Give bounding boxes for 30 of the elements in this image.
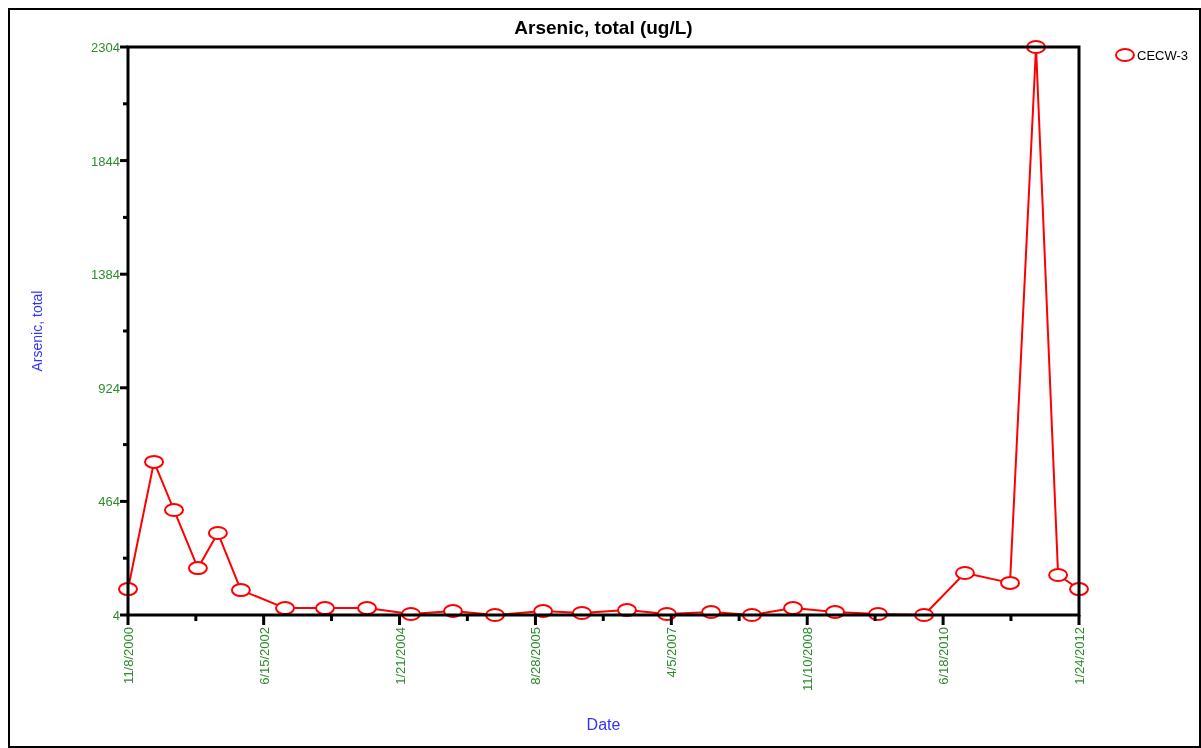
point	[1000, 575, 1021, 590]
x-tick-label: 11/10/2008	[800, 627, 816, 692]
x-tick-label: 8/28/2005	[528, 627, 544, 685]
y-tick-label: 4	[112, 608, 120, 623]
x-tick-label: 1/24/2012	[1072, 627, 1087, 685]
x-tick-label: 6/18/2010	[936, 627, 952, 685]
x-tick-label: 4/5/2007	[664, 627, 680, 678]
legend-label: CECW-3	[1137, 48, 1189, 63]
point	[783, 601, 804, 616]
y-tick-label: 1384	[91, 267, 120, 283]
point	[144, 454, 165, 469]
point	[187, 561, 208, 576]
x-tick-label: 11/8/2000	[121, 627, 136, 684]
point	[1048, 567, 1069, 582]
y-tick-label: 2304	[91, 40, 120, 55]
point	[163, 503, 184, 518]
y-axis-title: Arsenic, total	[29, 290, 45, 372]
x-tick-label: 1/21/2004	[392, 627, 408, 685]
point	[207, 526, 228, 541]
point	[954, 566, 975, 581]
y-tick-label: 924	[98, 380, 120, 396]
x-tick-label: 6/15/2002	[256, 627, 272, 685]
point	[314, 601, 335, 616]
point	[357, 601, 378, 616]
chart-title: Arsenic, total (ug/L)	[514, 17, 693, 38]
point	[230, 583, 251, 598]
y-tick-label: 1844	[91, 153, 120, 169]
x-axis-title: Date	[586, 716, 621, 733]
y-tick-label: 464	[98, 494, 120, 510]
point	[275, 601, 296, 616]
